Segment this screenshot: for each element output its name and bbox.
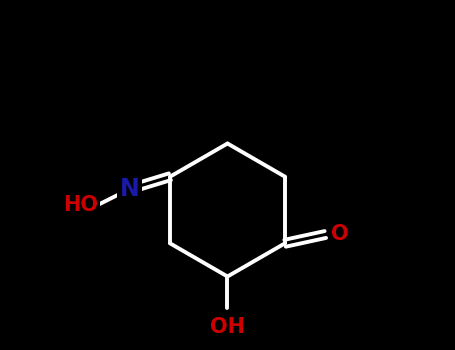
Text: O: O: [330, 224, 348, 245]
Text: OH: OH: [210, 317, 245, 337]
Text: N: N: [120, 177, 140, 201]
Text: HO: HO: [63, 195, 98, 215]
